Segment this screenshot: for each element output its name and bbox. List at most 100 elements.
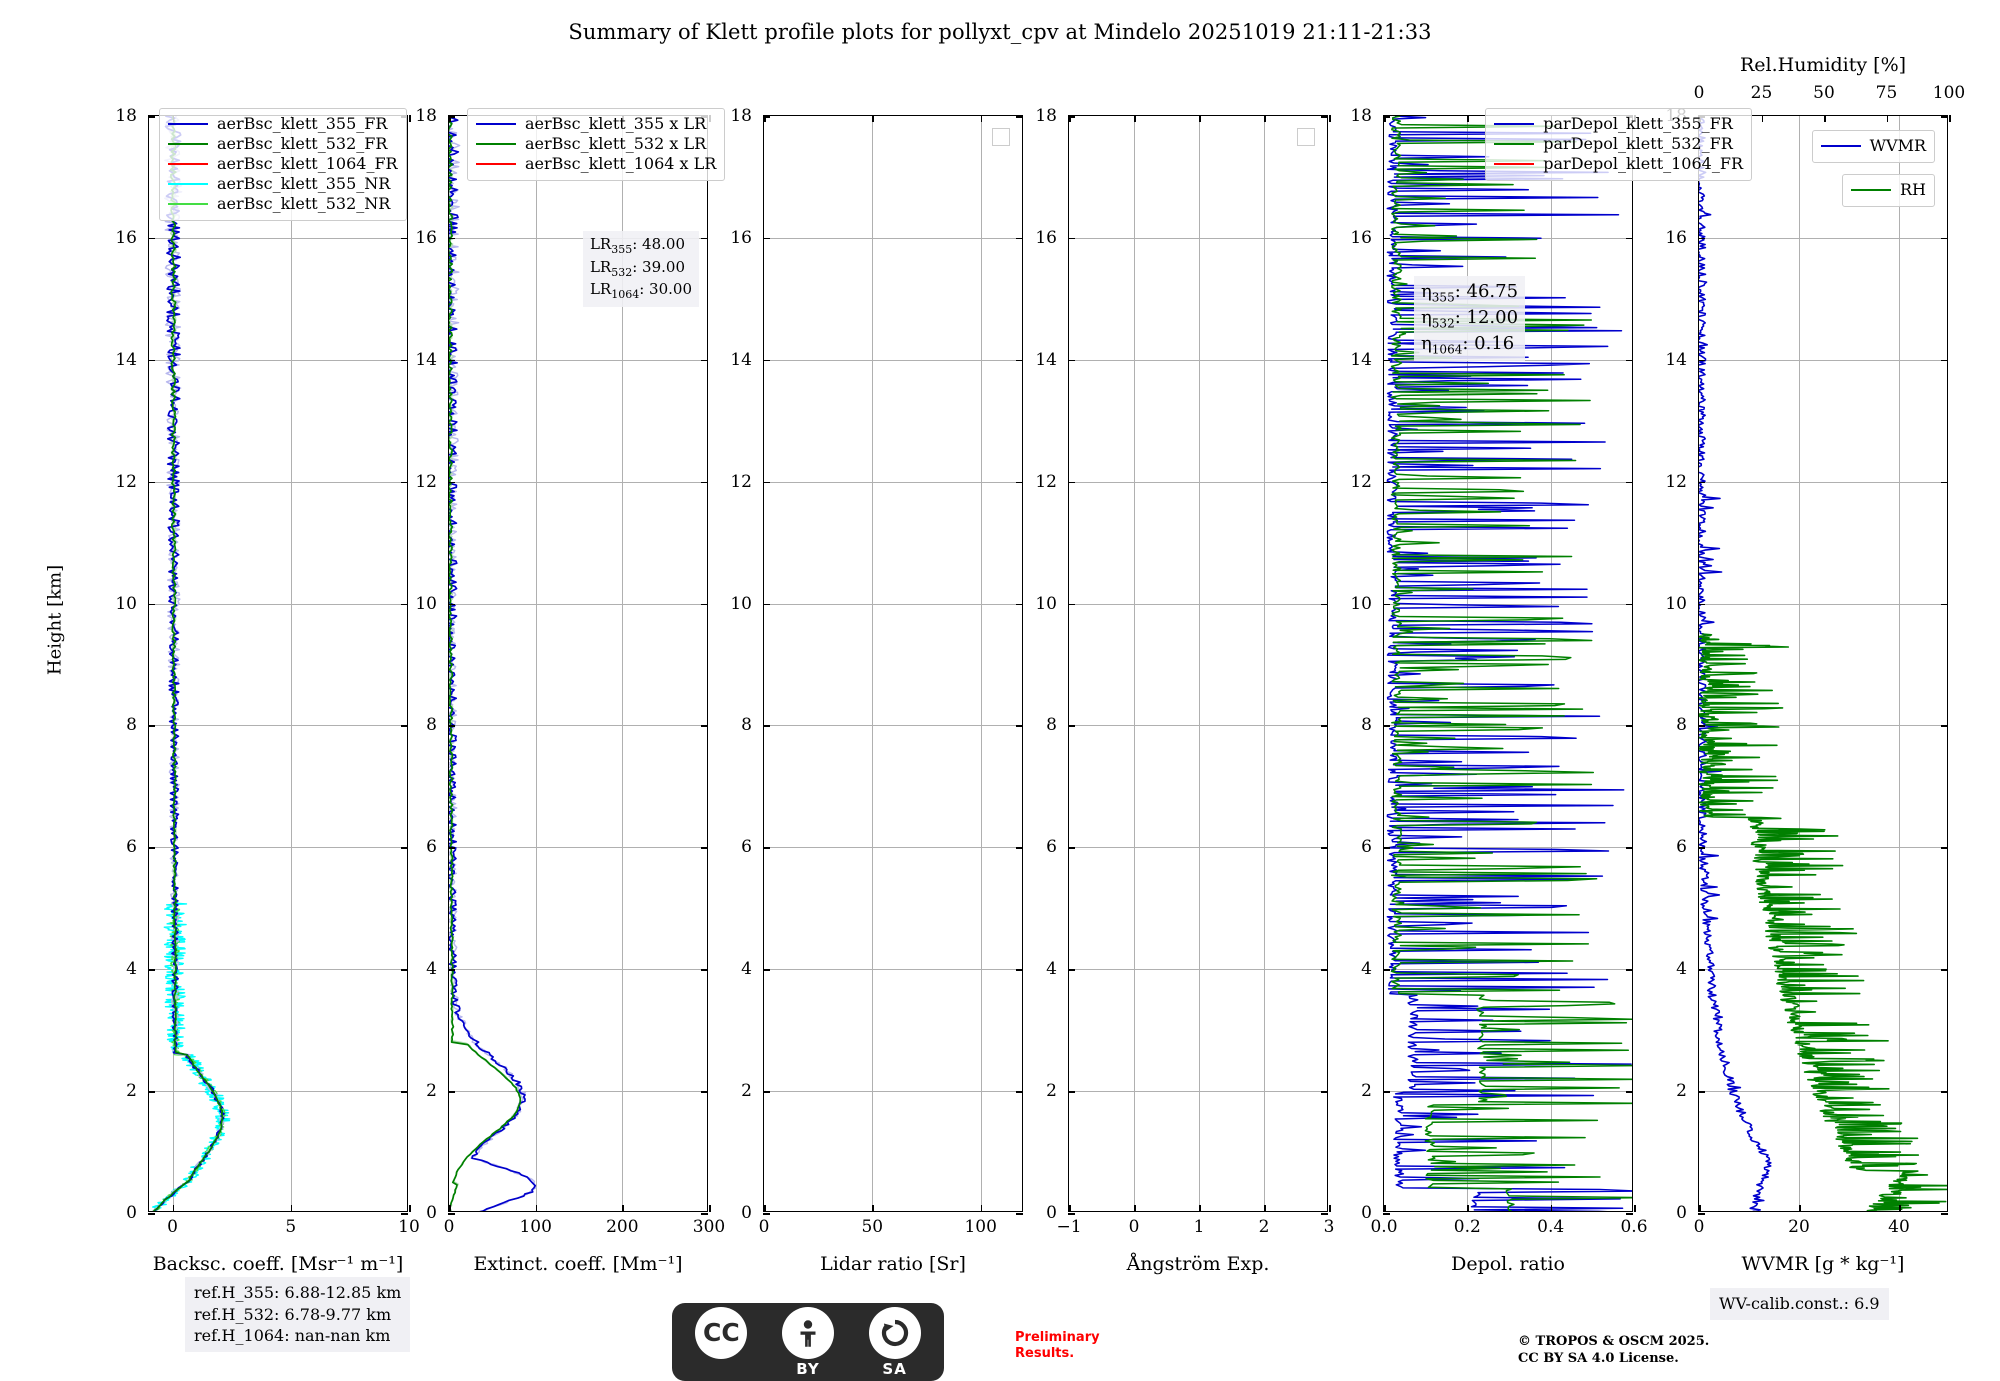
y-tick-label: 14 [415, 349, 437, 370]
legend-item-label: RH [1900, 180, 1926, 199]
gridline-vertical [1899, 116, 1900, 1211]
plot-panel-lidar-ratio: 0 2 4 6 8 10 12 14 16 18 0 50 100 Lidar ratio [Sr] [730, 106, 1023, 1275]
gridline-horizontal [764, 725, 1022, 727]
y-tick [763, 1213, 770, 1215]
legend-color-swatch [168, 203, 208, 205]
legend-extinction[interactable]: aerBsc_klett_355 x LR aerBsc_klett_532 x … [467, 108, 726, 181]
gridline-horizontal [1384, 725, 1632, 727]
y-tick [701, 1091, 708, 1093]
y-tick [1016, 725, 1023, 727]
y-tick [1941, 237, 1948, 240]
y-tick [701, 1213, 708, 1215]
annotation-symbol: η [1421, 306, 1432, 328]
annotation-subscript: 355 [1431, 290, 1455, 305]
x-axis-label-wvmr-rh: WVMR [g * kg⁻¹] [1741, 1253, 1905, 1275]
y-tick-label: 0 [1361, 1203, 1372, 1223]
x-tick-label: 100 [519, 1217, 552, 1237]
y-tick-label: 4 [1046, 959, 1057, 980]
legend-item: parDepol_klett_355_FR [1494, 114, 1743, 134]
page-title: Summary of Klett profile plots for polly… [568, 20, 1432, 44]
x-tick-label: 0 [1693, 1217, 1705, 1237]
y-tick [1068, 237, 1075, 240]
y-tick [1941, 116, 1948, 118]
gridline-horizontal [1069, 237, 1327, 239]
legend-item-label: aerBsc_klett_355_NR [217, 174, 391, 193]
y-tick-label: 8 [1361, 715, 1372, 736]
legend-item: RH [1851, 180, 1926, 200]
plot-panel-depol-ratio: 0 2 4 6 8 10 12 14 16 18 0.0 0.2 0.4 0.6 Depol. ratio p… [1350, 106, 1752, 1275]
legend-wvmr-rh-wvmr[interactable]: WVMR [1811, 130, 1935, 163]
y-tick [1626, 237, 1633, 240]
y-tick-label: 2 [126, 1081, 137, 1102]
gridline-horizontal [1069, 603, 1327, 605]
x-tick-label: 0.6 [1620, 1217, 1648, 1237]
gridline-horizontal [1384, 481, 1632, 483]
legend-item: parDepol_klett_532_FR [1494, 134, 1743, 154]
y-tick [401, 237, 408, 240]
annotation-value: 30.00 [649, 280, 692, 299]
y-tick-label: 8 [126, 715, 137, 736]
legend-item-label: WVMR [1869, 136, 1926, 155]
y-tick [1068, 359, 1075, 362]
y-tick-label: 2 [1676, 1081, 1687, 1102]
gridline-horizontal [149, 359, 407, 361]
annotation-value: 46.75 [1466, 281, 1519, 302]
gridline-vertical [1550, 116, 1552, 1211]
gridline-horizontal [449, 847, 707, 849]
preliminary-results-note: Preliminary Results. [1015, 1330, 1100, 1363]
y-tick [763, 969, 770, 971]
y-tick [1383, 481, 1390, 484]
y-tick [448, 481, 455, 484]
y-tick [1941, 481, 1948, 484]
y-tick-label: 10 [415, 593, 437, 614]
x-tick [449, 1205, 451, 1212]
y-tick [401, 481, 408, 484]
legend-lidar-ratio-empty[interactable] [992, 128, 1010, 146]
legend-backscatter[interactable]: aerBsc_klett_355_FR aerBsc_klett_532_FR ae… [159, 108, 407, 221]
ref-h-1064: ref.H_1064: nan-nan km [194, 1326, 391, 1346]
x-tick-label: 50 [861, 1217, 884, 1237]
y-tick [763, 1091, 770, 1093]
data-curves [149, 116, 407, 1211]
cc-sa-mark: SA [868, 1306, 921, 1378]
legend-depol-ratio[interactable]: parDepol_klett_355_FR parDepol_klett_532_… [1485, 108, 1752, 181]
gridline-horizontal [1699, 237, 1947, 239]
y-tick [1016, 237, 1023, 240]
gridline-horizontal [1699, 481, 1947, 483]
gridline-horizontal [149, 847, 407, 849]
gridline-horizontal [1699, 603, 1947, 605]
y-tick [701, 481, 708, 484]
x-tick [764, 115, 766, 122]
legend-color-swatch [168, 163, 208, 165]
x-tick [409, 115, 411, 122]
legend-angstrom-exponent-empty[interactable] [1297, 128, 1315, 146]
legend-wvmr-rh-rh[interactable]: RH [1842, 174, 1935, 207]
annotation-extinction: LR355: 48.00 LR532: 39.00 LR1064: 30.00 [582, 231, 699, 307]
plot-panel-wvmr-rh: 024681012141618020400255075100WVMR [g * … [1665, 54, 1965, 1275]
y-tick [1698, 481, 1705, 484]
y-tick-label: 12 [1665, 471, 1687, 492]
x-tick-label: 1 [1193, 1217, 1205, 1237]
gridline-horizontal [764, 847, 1022, 849]
gridline-vertical [1264, 116, 1265, 1211]
gridline-horizontal [149, 481, 407, 483]
y-tick-label: 8 [1046, 715, 1057, 736]
x-tick-label: 0.2 [1453, 1217, 1481, 1237]
cc-license-badge[interactable]: CC . BY SA [672, 1303, 944, 1381]
y-tick [1383, 725, 1390, 727]
y-tick-label: 12 [1350, 471, 1372, 492]
y-tick-label: 2 [1361, 1081, 1372, 1102]
y-tick [448, 237, 455, 240]
y-tick [1068, 1213, 1075, 1215]
y-tick [763, 116, 770, 118]
x-tick-label: 2 [1258, 1217, 1270, 1237]
x-tick-top [1949, 115, 1951, 122]
x-tick [1384, 1205, 1386, 1212]
annotation-line: η355: 46.75 [1421, 281, 1519, 305]
gridline-horizontal [449, 481, 707, 483]
legend-item-label: aerBsc_klett_532 x LR [525, 134, 707, 153]
x-tick-label-top: 75 [1875, 83, 1898, 103]
y-tick [1698, 1091, 1705, 1093]
annotation-line: η532: 12.00 [1421, 306, 1519, 331]
y-tick [1383, 359, 1390, 362]
